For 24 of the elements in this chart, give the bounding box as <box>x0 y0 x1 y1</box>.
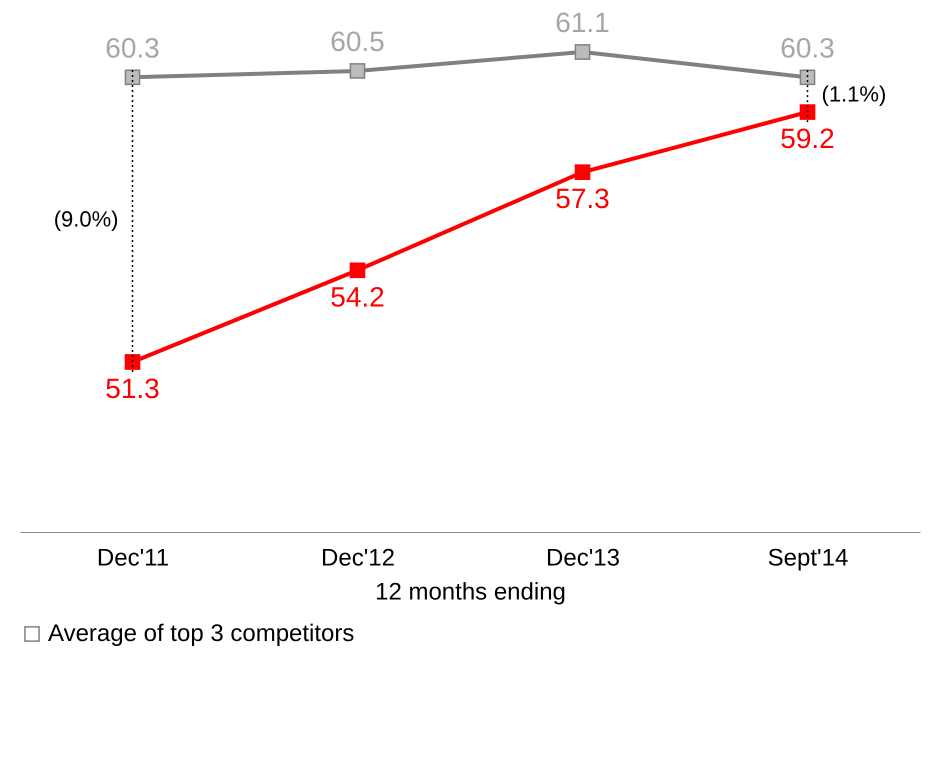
x-axis-title: 12 months ending <box>375 578 566 606</box>
data-label: 60.3 <box>105 32 160 64</box>
data-label: 51.3 <box>105 373 160 404</box>
data-label: 60.5 <box>330 26 385 57</box>
x-tick-label: Dec'11 <box>96 544 170 572</box>
data-label: 59.2 <box>780 123 835 154</box>
point <box>124 354 140 370</box>
point <box>800 104 816 120</box>
point <box>350 262 366 278</box>
x-tick-label: Sept'14 <box>768 544 848 572</box>
point <box>800 69 816 86</box>
point <box>574 164 590 180</box>
data-label: 60.3 <box>780 32 835 64</box>
point <box>124 69 140 86</box>
point <box>574 44 590 60</box>
data-label: 57.3 <box>555 183 610 214</box>
data-label: 61.1 <box>555 7 610 38</box>
data-label: 54.2 <box>330 281 385 312</box>
x-tick-label: Dec'13 <box>546 544 620 572</box>
x-tick-label: Dec'12 <box>321 544 395 572</box>
point <box>350 63 366 79</box>
annotation: (9.0%) <box>54 206 118 232</box>
annotation: (1.1%) <box>822 82 886 107</box>
legend-label: Average of top 3 competitors <box>48 620 354 647</box>
